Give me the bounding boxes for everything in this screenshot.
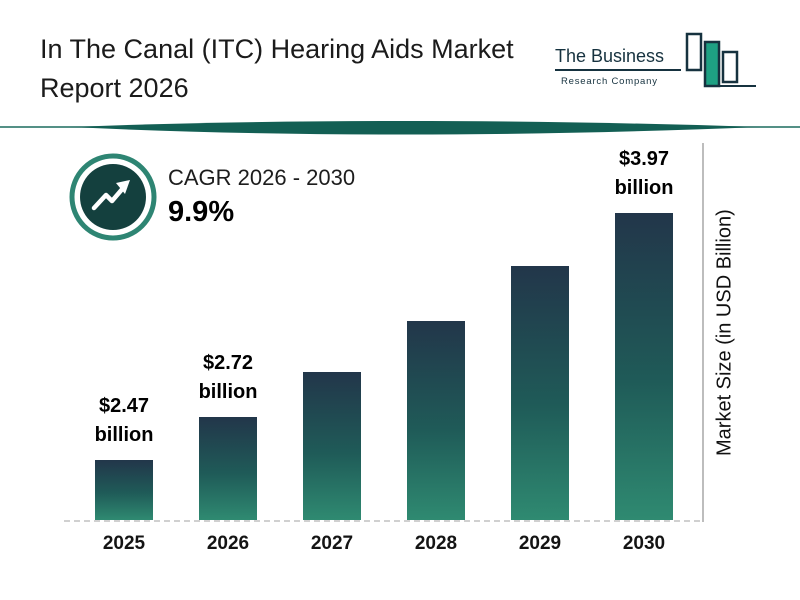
year-label: 2030 — [622, 533, 666, 554]
logo-barchart-icon — [685, 32, 756, 88]
year-label: 2028 — [414, 533, 458, 554]
cagr-value: 9.9% — [168, 196, 235, 228]
bar-column — [303, 145, 361, 520]
year-label: 2025 — [102, 533, 146, 554]
bar — [407, 321, 465, 520]
y-axis-line — [702, 143, 704, 522]
cagr-block: CAGR 2026 - 2030 9.9% — [168, 165, 355, 229]
page-title: In The Canal (ITC) Hearing Aids Market R… — [40, 30, 560, 108]
bar — [95, 460, 153, 520]
bar-value-label: $2.47 billion — [94, 395, 154, 446]
page-title-line2: Report 2026 — [40, 73, 189, 103]
bar-value-label: $2.72 billion — [198, 352, 258, 403]
year-label: 2026 — [206, 533, 250, 554]
y-axis-title: Market Size (in USD Billion) — [713, 209, 736, 456]
chart-columns: $2.47 billion $2.72 billion $3.97 billion — [95, 145, 673, 520]
divider-swoosh — [0, 121, 800, 135]
bar — [615, 213, 673, 520]
bar-column: $2.72 billion — [199, 145, 257, 520]
bar — [199, 417, 257, 520]
year-row: 2025 2026 2027 2028 2029 2030 — [95, 533, 673, 555]
company-logo: The Business Research Company — [555, 32, 756, 88]
year-label: 2029 — [518, 533, 562, 554]
bar-column — [407, 145, 465, 520]
year-label: 2027 — [310, 533, 354, 554]
logo-text-line1: The Business — [555, 46, 664, 66]
logo-text-line2: Research Company — [561, 76, 658, 87]
trend-up-arrow-icon — [91, 180, 130, 211]
bar — [511, 266, 569, 520]
page-title-line1: In The Canal (ITC) Hearing Aids Market — [40, 34, 514, 64]
bar-column — [511, 145, 569, 520]
cagr-trend-icon — [69, 153, 157, 241]
bar-column: $2.47 billion — [95, 145, 153, 520]
bar-column: $3.97 billion — [615, 145, 673, 520]
bar — [303, 372, 361, 520]
chart-baseline — [64, 520, 700, 522]
bar-value-label: $3.97 billion — [614, 148, 674, 199]
cagr-label: CAGR 2026 - 2030 — [168, 165, 356, 190]
